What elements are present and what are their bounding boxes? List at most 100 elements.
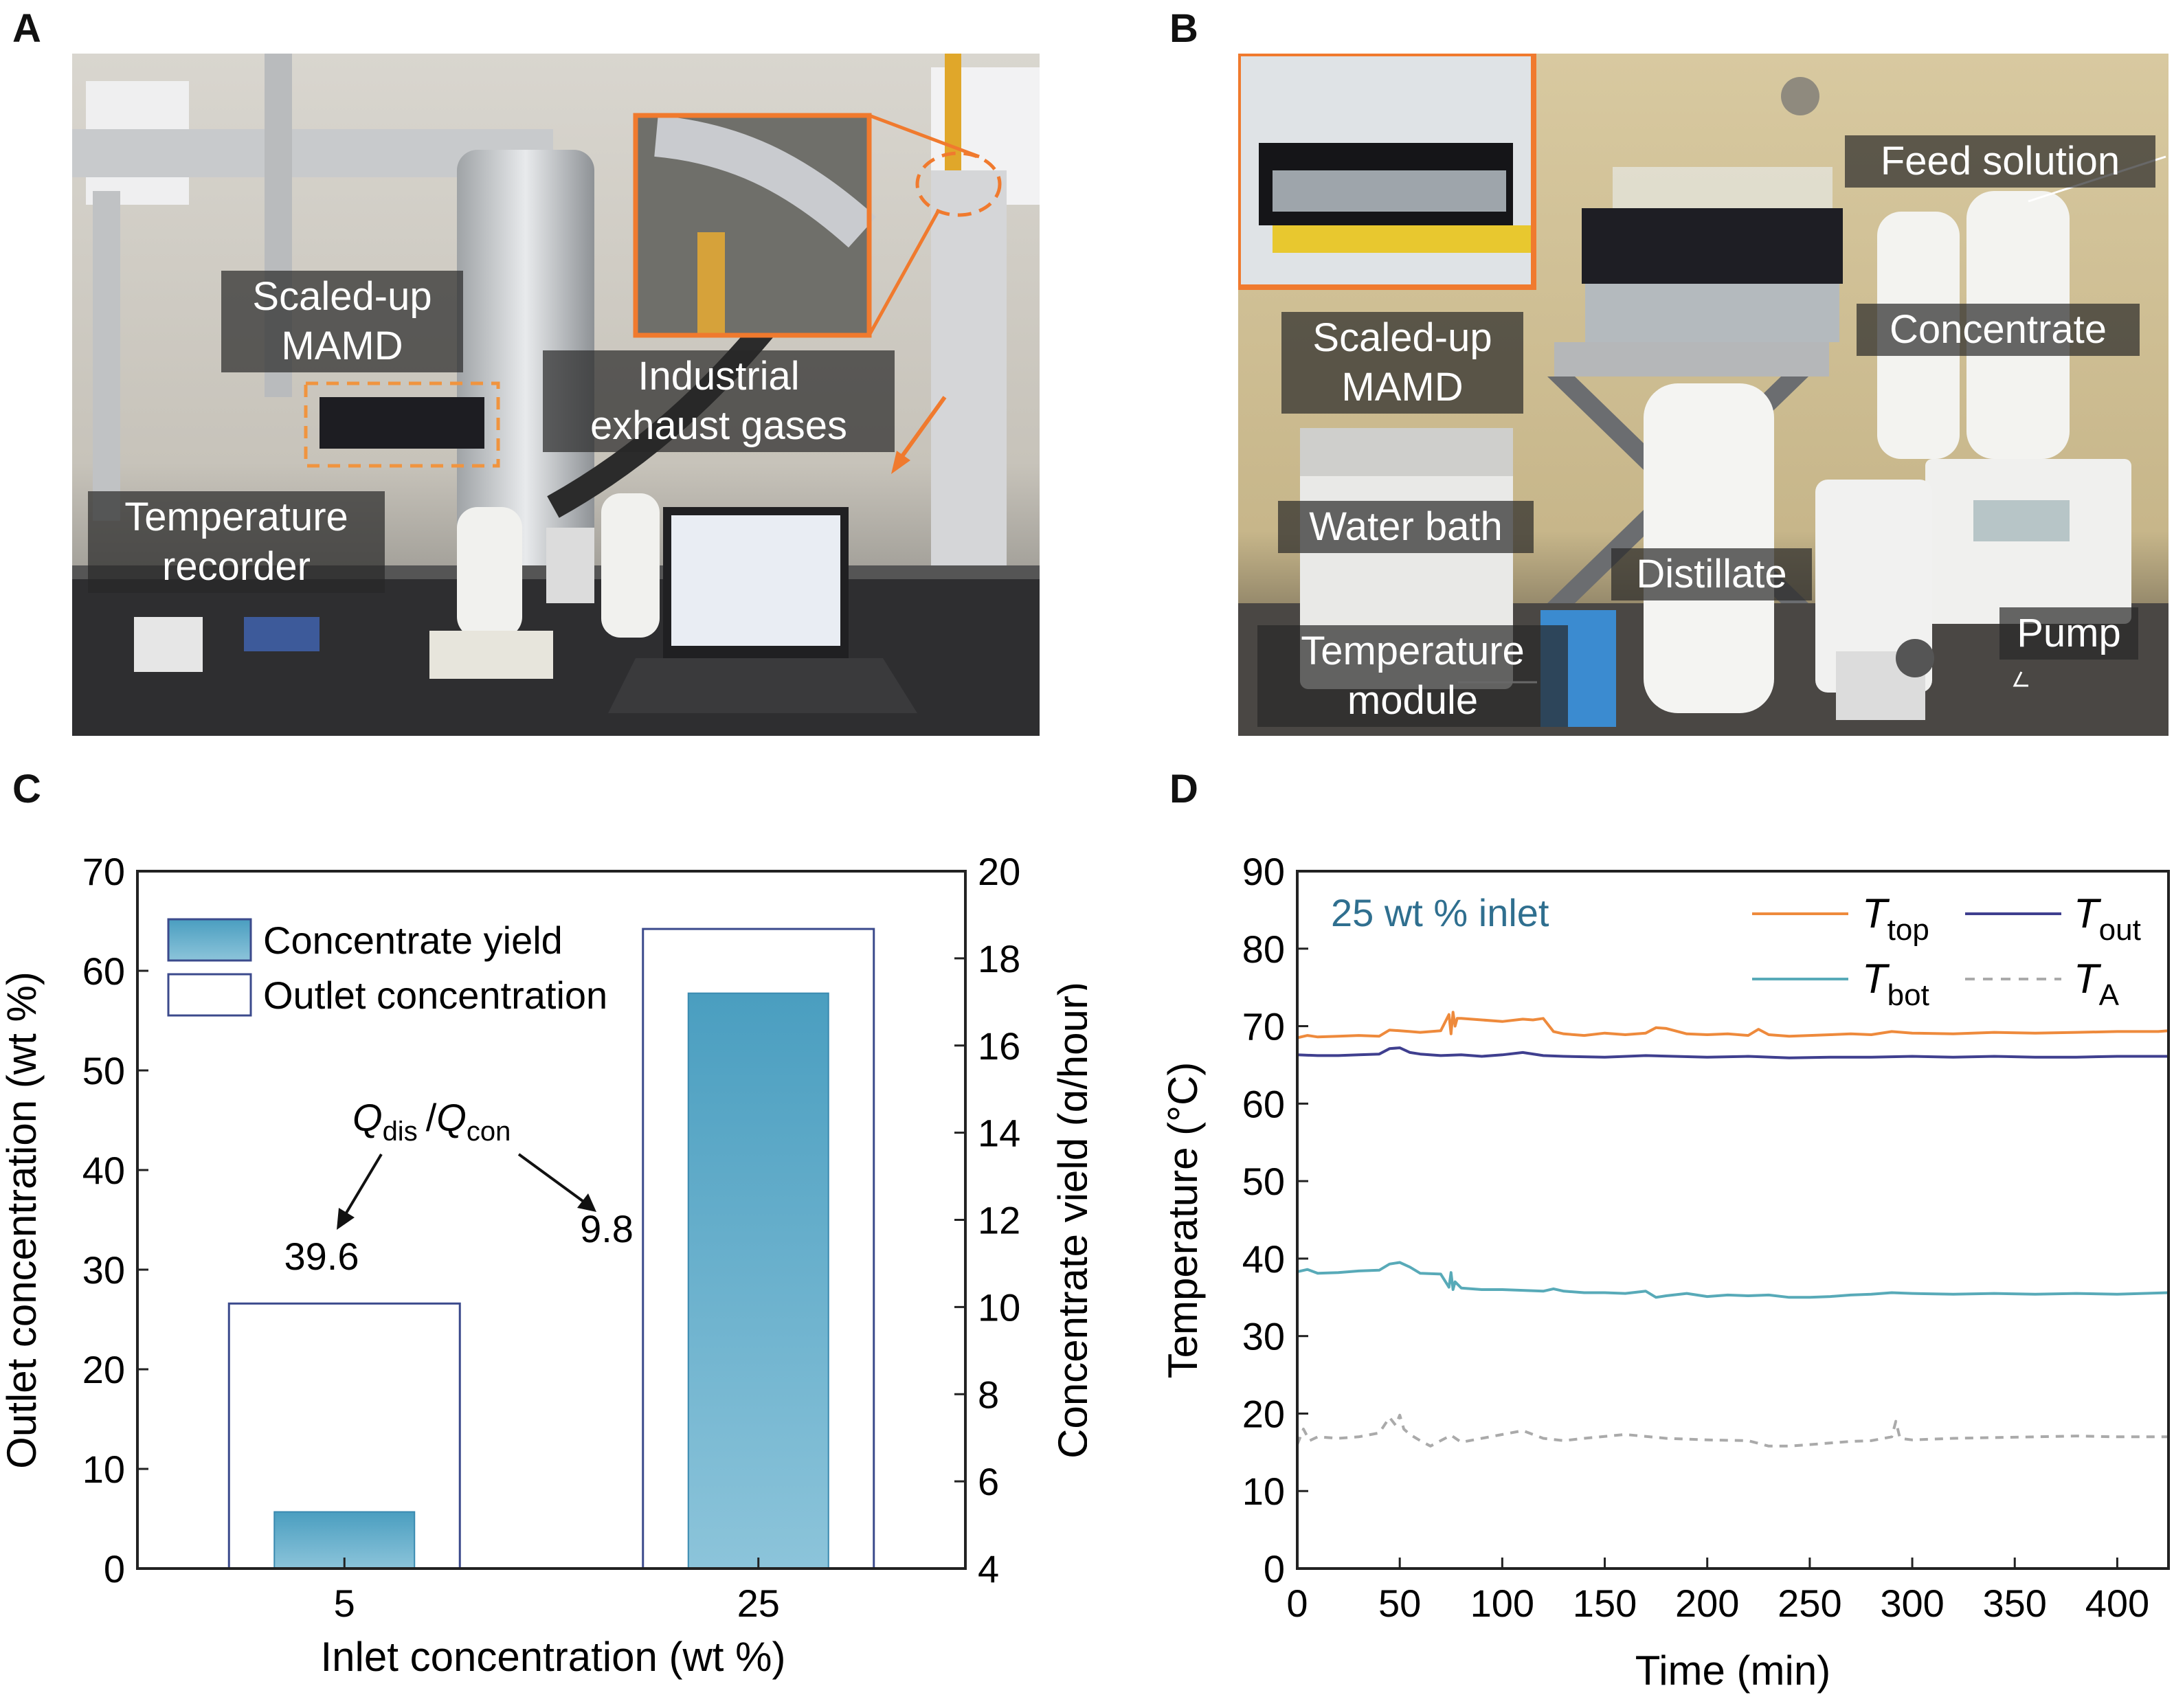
- c-annotation-q1: Q: [352, 1096, 383, 1139]
- photo-b-label-concentrate: Concentrate: [1857, 304, 2140, 356]
- c-annotation-q2: Q: [436, 1096, 467, 1139]
- c-ylabel-right: Concentrate yield (g/hour): [1050, 982, 1087, 1459]
- d-plot-frame: [1296, 870, 2170, 1570]
- photo-a-label-scaled-up: Scaled-up MAMD: [221, 271, 463, 372]
- c-tick-label-left: 50: [82, 1049, 125, 1092]
- c-tick-label-left: 10: [82, 1448, 125, 1491]
- photo-b-label-scaled-up-line2: MAMD: [1341, 365, 1464, 409]
- photo-b-label-temp-module-line2: module: [1347, 678, 1479, 723]
- c-tick-label-left: 30: [82, 1248, 125, 1292]
- d-series-line-a: [1296, 1413, 2169, 1448]
- d-legend-label-bot-sub: bot: [1887, 978, 1929, 1012]
- d-tick-label-y: 20: [1242, 1392, 1285, 1435]
- photo-a-label-scaled-up-line1: Scaled-up: [252, 274, 432, 319]
- c-data-label-5: 39.6: [284, 1235, 359, 1278]
- c-annotation-con: con: [467, 1116, 511, 1147]
- photo-b-label-pump: Pump: [1999, 607, 2138, 660]
- photo-b-label-distillate: Distillate: [1611, 548, 1812, 600]
- c-xlabel: Inlet concentration (wt %): [321, 1634, 786, 1680]
- c-tick-label-left: 20: [82, 1348, 125, 1391]
- d-legend-label-bot-main: T: [1862, 956, 1890, 1002]
- d-xlabel: Time (min): [1635, 1648, 1830, 1694]
- chart-c: 0 10 20 30 40 50 60 70 4 6 8 10 12 14 16 18 20 5 25 Conc…: [0, 850, 1087, 1680]
- c-tick-label-x: 25: [737, 1582, 780, 1625]
- c-tick-label-left: 0: [104, 1547, 125, 1591]
- d-tick-label-x: 400: [2085, 1582, 2149, 1625]
- photo-b-label-scaled-up: Scaled-up MAMD: [1281, 312, 1523, 414]
- d-tick-label-x: 200: [1675, 1582, 1739, 1625]
- c-tick-label-left: 70: [82, 850, 125, 893]
- c-data-label-25: 9.8: [580, 1207, 634, 1250]
- d-tick-label-y: 60: [1242, 1082, 1285, 1125]
- panel-letter-a: A: [12, 6, 41, 51]
- c-tick-label-right: 12: [978, 1199, 1020, 1242]
- c-tick-label-left: 60: [82, 949, 125, 993]
- d-legend-label-out-sub: out: [2099, 913, 2141, 947]
- photo-b-label-feed: Feed solution: [1845, 135, 2155, 188]
- c-tick-label-right: 8: [978, 1373, 999, 1416]
- d-tick-label-y: 90: [1242, 850, 1285, 893]
- photo-a-label-industrial: Industrial exhaust gases: [543, 350, 895, 452]
- d-tick-label-x: 100: [1470, 1582, 1534, 1625]
- c-legend-swatch-yield: [167, 918, 252, 962]
- d-series-line-bot: [1297, 1261, 2169, 1299]
- d-tick-label-x: 50: [1378, 1582, 1421, 1625]
- d-series-line-out: [1297, 1046, 2169, 1059]
- c-tick-label-right: 16: [978, 1024, 1020, 1068]
- c-arrow-right: [517, 1153, 584, 1202]
- c-tick-label-right: 4: [978, 1547, 999, 1591]
- d-tick-label-y: 10: [1242, 1470, 1285, 1513]
- d-tick-label-y: 0: [1264, 1547, 1285, 1591]
- c-tick-label-left: 40: [82, 1149, 125, 1192]
- c-arrow-left: [344, 1153, 383, 1215]
- d-legend-label-out-main: T: [2074, 890, 2102, 936]
- c-tick-label-right: 10: [978, 1285, 1020, 1329]
- d-tick-label-x: 0: [1286, 1582, 1308, 1625]
- c-legend-swatch-outlet: [167, 973, 252, 1017]
- d-ylabel: Temperature (°C): [1160, 1062, 1206, 1379]
- d-tick-label-x: 300: [1880, 1582, 1944, 1625]
- c-tick-label-right: 6: [978, 1460, 999, 1503]
- d-tick-label-y: 80: [1242, 928, 1285, 971]
- d-legend-label-a-sub: A: [2099, 978, 2120, 1012]
- c-ylabel-left: Outlet concentration (wt %): [0, 971, 45, 1469]
- c-tick-label-right: 18: [978, 937, 1020, 980]
- d-legend-label-top-main: T: [1862, 890, 1890, 936]
- photo-b-label-temp-module: Temperature module: [1257, 625, 1568, 727]
- c-annotation-slash: /: [426, 1096, 437, 1139]
- c-tick-label-right: 14: [978, 1112, 1020, 1155]
- chart-d: 0 10 20 30 40 50 60 70 80 90 0 50 100 150 200 250 300 35…: [1160, 850, 2170, 1694]
- d-legend-label-bot: Tbot: [1862, 956, 1929, 1012]
- d-tick-label-x: 150: [1573, 1582, 1637, 1625]
- c-legend-label-yield: Concentrate yield: [263, 919, 563, 962]
- c-arrowhead-left: [337, 1208, 355, 1230]
- panel-letter-d: D: [1169, 767, 1198, 811]
- c-annotation-dis: dis: [383, 1116, 418, 1147]
- photo-b-label-water-bath: Water bath: [1278, 501, 1534, 553]
- d-legend-label-top-sub: top: [1887, 913, 1929, 947]
- d-legend-label-a-main: T: [2074, 956, 2102, 1002]
- d-tick-label-y: 40: [1242, 1237, 1285, 1281]
- d-tick-label-y: 70: [1242, 1005, 1285, 1048]
- d-series-line-top: [1297, 1011, 2169, 1040]
- d-legend-label-a: TA: [2074, 956, 2120, 1012]
- d-inset-text: 25 wt % inlet: [1331, 891, 1549, 934]
- c-bar-yield-25: [687, 992, 829, 1569]
- photo-a-label-temp-recorder-line2: recorder: [162, 544, 311, 589]
- d-tick-label-y: 50: [1242, 1160, 1285, 1203]
- photo-a-label-scaled-up-line2: MAMD: [281, 324, 403, 368]
- d-tick-label-x: 250: [1778, 1582, 1841, 1625]
- d-legend-label-top: Ttop: [1862, 890, 1929, 947]
- d-legend-label-out: Tout: [2074, 890, 2141, 947]
- photo-a-label-industrial-line1: Industrial: [638, 354, 800, 398]
- photo-a-label-temp-recorder-line1: Temperature: [124, 495, 348, 539]
- photo-a-label-industrial-line2: exhaust gases: [590, 403, 848, 448]
- d-tick-label-x: 350: [1983, 1582, 2047, 1625]
- panel-letter-c: C: [12, 767, 41, 811]
- c-annotation-ratio: Qdis/Qcon: [352, 1096, 511, 1147]
- d-tick-label-y: 30: [1242, 1315, 1285, 1358]
- c-arrowhead-right: [577, 1193, 596, 1212]
- c-tick-label-right: 20: [978, 850, 1020, 893]
- photo-a-label-temp-recorder: Temperature recorder: [88, 491, 385, 593]
- c-tick-label-x: 5: [334, 1582, 355, 1625]
